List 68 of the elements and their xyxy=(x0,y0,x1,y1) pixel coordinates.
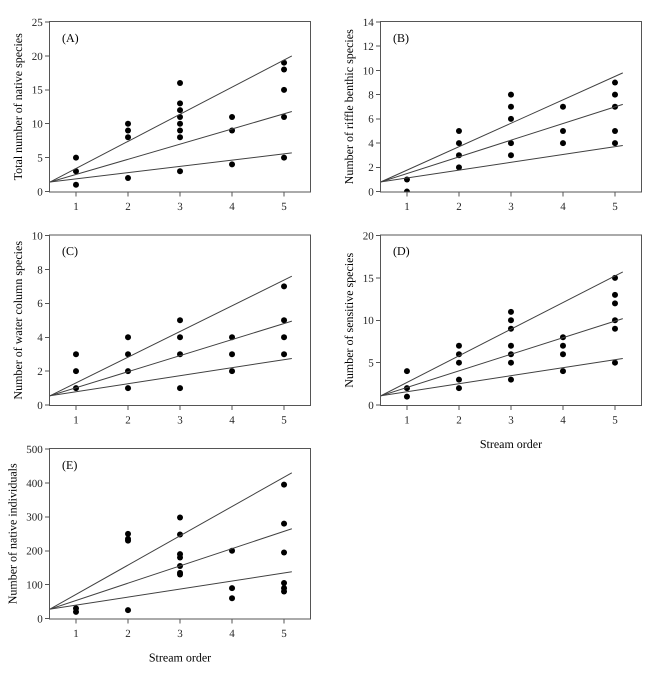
x-tick-label: 5 xyxy=(281,628,288,640)
y-tick-label: 10 xyxy=(32,230,44,242)
y-tick-label: 15 xyxy=(362,272,374,285)
y-axis-title: Number of sensitive species xyxy=(342,252,356,388)
x-tick-label: 1 xyxy=(404,200,410,213)
x-tick-label: 4 xyxy=(560,414,566,426)
annotation: (A) xyxy=(62,31,79,45)
y-tick-label: 0 xyxy=(37,186,44,198)
x-axis-title: Stream order xyxy=(480,437,542,452)
x-tick-label: 5 xyxy=(612,200,618,213)
x-tick-label: 2 xyxy=(125,200,131,213)
y-tick-label: 5 xyxy=(368,358,374,370)
x-tick-label: 4 xyxy=(560,200,566,213)
x-tick-label: 1 xyxy=(73,200,79,213)
x-tick-label: 2 xyxy=(456,414,462,426)
y-tick-label: 14 xyxy=(362,16,374,29)
x-tick-label: 5 xyxy=(612,414,618,426)
y-axis-title: Total number of native species xyxy=(11,32,26,180)
y-tick-label: 500 xyxy=(26,444,44,456)
y-tick-label: 5 xyxy=(37,152,44,164)
y-axis-title: Number of native individuals xyxy=(6,463,20,604)
x-tick-label: 3 xyxy=(508,414,514,426)
y-tick-label: 2 xyxy=(368,162,374,174)
y-tick-label: 12 xyxy=(362,41,374,54)
x-axis-title: Stream order xyxy=(148,650,212,665)
y-tick-label: 15 xyxy=(32,84,44,97)
annotation: (D) xyxy=(393,244,410,258)
y-tick-label: 0 xyxy=(368,400,374,412)
x-tick-label: 4 xyxy=(229,200,236,213)
x-tick-label: 1 xyxy=(73,414,79,426)
y-tick-label: 8 xyxy=(368,90,374,102)
x-tick-label: 2 xyxy=(125,414,131,426)
y-axis-title: Number of water column species xyxy=(11,240,26,400)
x-tick-label: 3 xyxy=(177,414,184,426)
y-tick-label: 0 xyxy=(37,400,44,412)
x-tick-label: 3 xyxy=(177,628,184,640)
y-tick-label: 20 xyxy=(32,50,44,63)
x-tick-label: 4 xyxy=(229,628,236,640)
y-tick-label: 10 xyxy=(362,65,374,78)
x-tick-label: 3 xyxy=(508,200,514,213)
x-tick-label: 4 xyxy=(229,414,236,426)
y-tick-label: 10 xyxy=(32,118,44,131)
y-tick-label: 25 xyxy=(32,16,44,29)
x-tick-label: 2 xyxy=(456,200,462,213)
x-tick-label: 2 xyxy=(125,628,131,640)
annotation: (B) xyxy=(393,31,409,45)
y-tick-label: 300 xyxy=(26,512,44,524)
x-tick-label: 1 xyxy=(73,628,79,640)
x-tick-label: 3 xyxy=(177,200,184,213)
y-axis-title: Number of riffle benthic species xyxy=(342,28,356,184)
y-tick-label: 20 xyxy=(362,230,374,242)
y-tick-label: 0 xyxy=(368,186,374,198)
y-tick-label: 4 xyxy=(368,138,374,150)
y-tick-label: 6 xyxy=(37,298,44,310)
y-tick-label: 400 xyxy=(26,478,44,490)
y-tick-label: 0 xyxy=(37,613,44,626)
y-tick-label: 8 xyxy=(37,264,44,276)
y-tick-label: 100 xyxy=(26,580,44,592)
y-tick-label: 200 xyxy=(26,546,44,558)
y-tick-label: 6 xyxy=(368,114,374,126)
y-tick-label: 4 xyxy=(37,332,44,344)
y-tick-label: 10 xyxy=(362,315,374,328)
x-tick-label: 5 xyxy=(281,200,288,213)
x-tick-label: 5 xyxy=(281,414,288,426)
annotation: (E) xyxy=(62,458,78,472)
annotation: (C) xyxy=(62,244,78,258)
y-tick-label: 2 xyxy=(37,366,43,378)
x-tick-label: 1 xyxy=(404,414,410,426)
